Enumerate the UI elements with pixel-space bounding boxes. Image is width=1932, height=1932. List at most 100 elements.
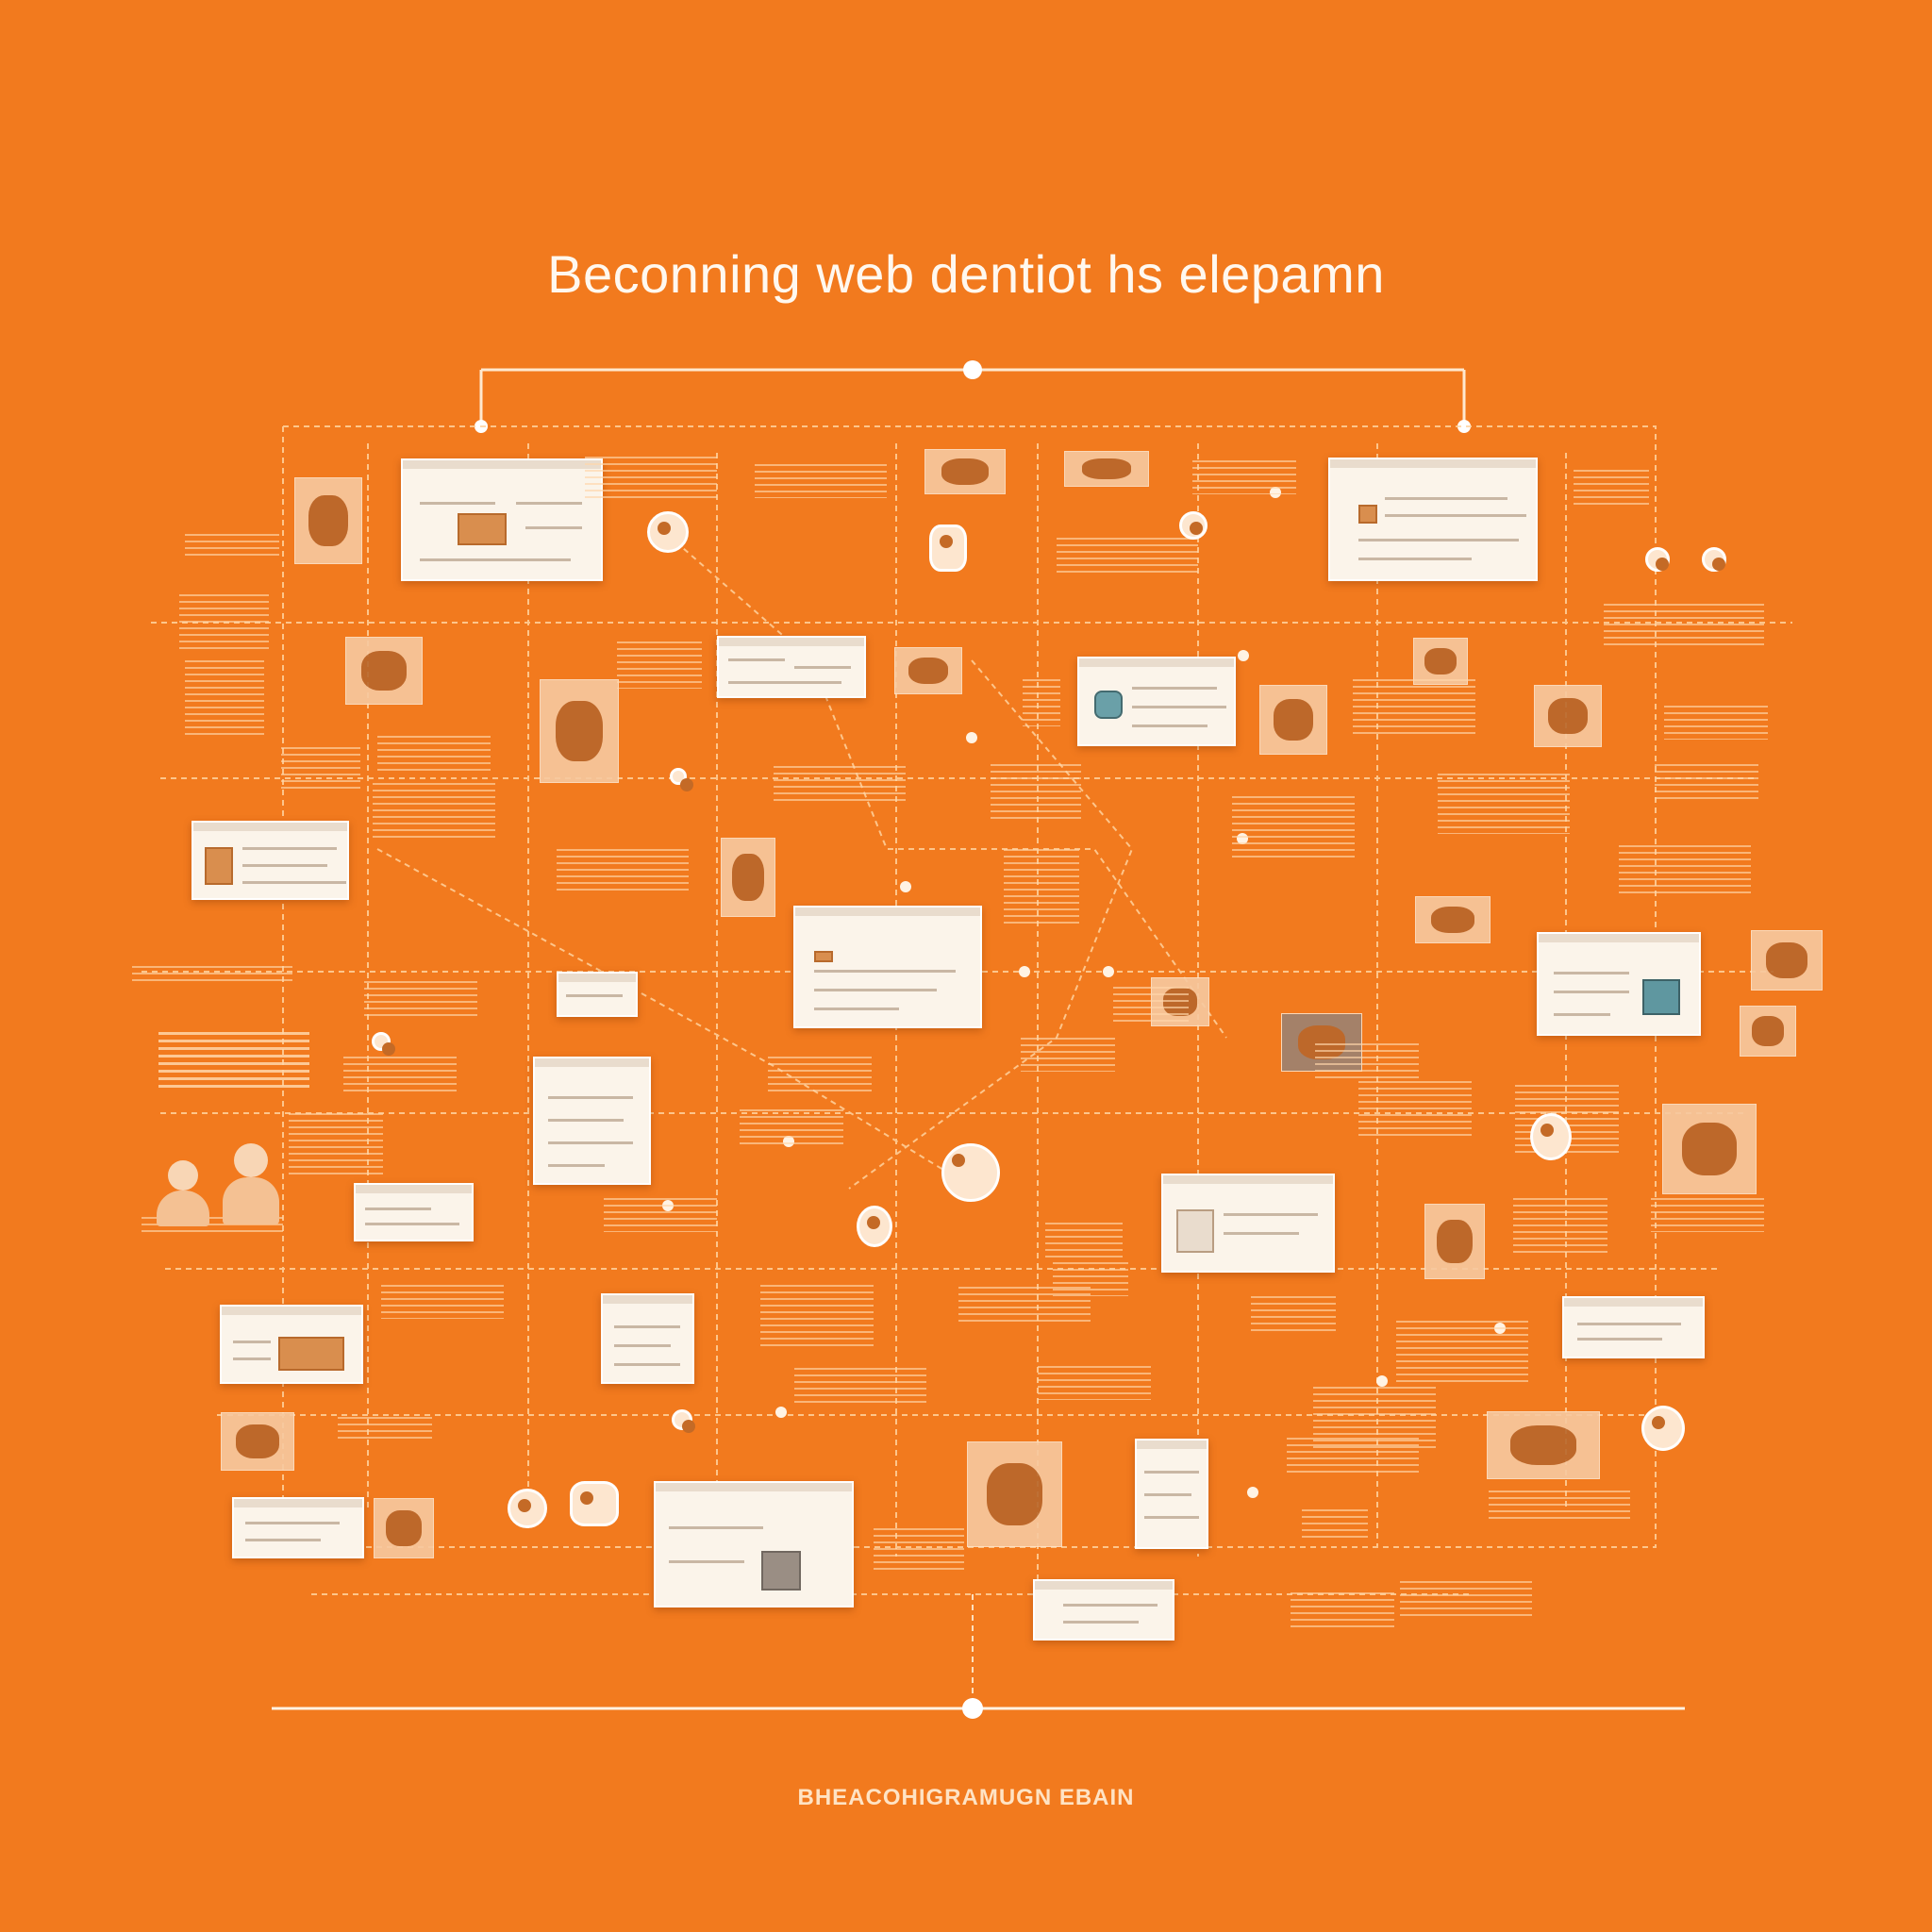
text-block: [381, 1285, 504, 1319]
window-card: [192, 821, 349, 900]
photo-thumbnail: [1740, 1006, 1796, 1057]
window-card: [1033, 1579, 1174, 1641]
footer-caption: BHEACOHIGRAMUGN EBAIN: [797, 1785, 1135, 1810]
text-block: [1358, 1081, 1472, 1138]
text-block: [1004, 849, 1079, 924]
circle-node-icon: [1530, 1113, 1572, 1160]
text-block: [364, 981, 477, 1019]
text-block: [1651, 1198, 1764, 1232]
window-card: [557, 972, 638, 1017]
window-card: [220, 1305, 363, 1384]
photo-thumbnail: [345, 637, 423, 705]
bracket-right-node: [1457, 420, 1471, 433]
circle-node-icon: [1641, 1406, 1685, 1451]
window-card: [354, 1183, 474, 1241]
circle-node-icon: [857, 1206, 892, 1247]
text-block: [1315, 1043, 1419, 1081]
text-block: [158, 1032, 309, 1089]
bottom-hub-node: [962, 1698, 983, 1719]
text-block: [617, 641, 702, 689]
diagram-title: Beconning web dentiot hs elepamn: [547, 244, 1385, 304]
text-block: [1513, 1198, 1607, 1255]
text-block: [132, 966, 292, 985]
text-block: [1438, 774, 1570, 834]
text-block: [755, 464, 887, 498]
text-block: [377, 736, 491, 774]
window-card: [1135, 1439, 1208, 1549]
photo-thumbnail: [1751, 930, 1823, 991]
text-block: [1489, 1491, 1630, 1519]
window-card: [793, 906, 982, 1028]
text-block: [185, 534, 279, 560]
person-icon: [223, 1143, 279, 1226]
text-block: [768, 1057, 872, 1094]
text-block: [740, 1109, 843, 1147]
circle-node-icon: [570, 1481, 619, 1526]
text-block: [557, 849, 689, 892]
window-card: [654, 1481, 854, 1607]
text-block: [1287, 1438, 1419, 1475]
window-card: [232, 1497, 364, 1558]
circle-node-icon: [941, 1143, 1000, 1202]
text-block: [338, 1417, 432, 1441]
text-block: [1619, 845, 1751, 894]
window-card: [1161, 1174, 1335, 1273]
text-block: [585, 457, 717, 499]
text-block: [794, 1368, 926, 1406]
circle-node-icon: [670, 768, 693, 791]
text-block: [604, 1198, 717, 1232]
photo-thumbnail: [1534, 685, 1602, 747]
circle-node-icon: [647, 511, 689, 553]
window-card: [401, 458, 603, 581]
text-block: [1021, 1038, 1115, 1072]
text-block: [281, 747, 360, 789]
window-card: [717, 636, 866, 698]
text-block: [1291, 1592, 1394, 1630]
photo-thumbnail: [1415, 896, 1491, 943]
text-block: [1604, 604, 1764, 649]
top-hub-node: [963, 360, 982, 379]
circle-node-icon: [508, 1489, 547, 1528]
window-card: [1562, 1296, 1705, 1358]
text-block: [1053, 1262, 1128, 1296]
text-block: [373, 783, 495, 840]
text-block: [1664, 706, 1768, 740]
text-block: [1251, 1296, 1336, 1334]
photo-thumbnail: [221, 1412, 294, 1471]
photo-thumbnail: [540, 679, 619, 783]
text-block: [185, 660, 264, 736]
photo-thumbnail: [894, 647, 962, 694]
circle-node-icon: [672, 1409, 695, 1433]
circle-node-icon: [929, 525, 967, 572]
photo-thumbnail: [1413, 638, 1468, 685]
photo-thumbnail: [924, 449, 1006, 494]
text-block: [1302, 1509, 1368, 1538]
text-block: [1113, 987, 1189, 1024]
window-card: [601, 1293, 694, 1384]
connector-dots: [562, 487, 1506, 1498]
photo-thumbnail: [374, 1498, 434, 1558]
text-block: [1400, 1581, 1532, 1619]
text-block: [179, 594, 269, 649]
text-block: [1023, 679, 1060, 726]
circle-node-icon: [1702, 547, 1726, 572]
photo-thumbnail: [1424, 1204, 1485, 1279]
window-card: [1537, 932, 1701, 1036]
text-block: [1038, 1366, 1151, 1400]
circle-node-icon: [372, 1032, 395, 1056]
circle-node-icon: [1179, 511, 1208, 540]
photo-thumbnail: [294, 477, 362, 564]
text-block: [1574, 470, 1649, 508]
text-block: [874, 1528, 964, 1572]
text-block: [343, 1057, 457, 1094]
text-block: [1192, 460, 1296, 494]
window-card: [1328, 458, 1538, 581]
text-block: [289, 1113, 383, 1175]
photo-thumbnail: [1064, 451, 1149, 487]
photo-thumbnail: [1259, 685, 1327, 755]
window-card: [1077, 657, 1236, 746]
photo-thumbnail: [967, 1441, 1062, 1547]
photo-thumbnail: [721, 838, 775, 917]
text-block: [1353, 679, 1475, 738]
text-block: [1057, 538, 1198, 575]
